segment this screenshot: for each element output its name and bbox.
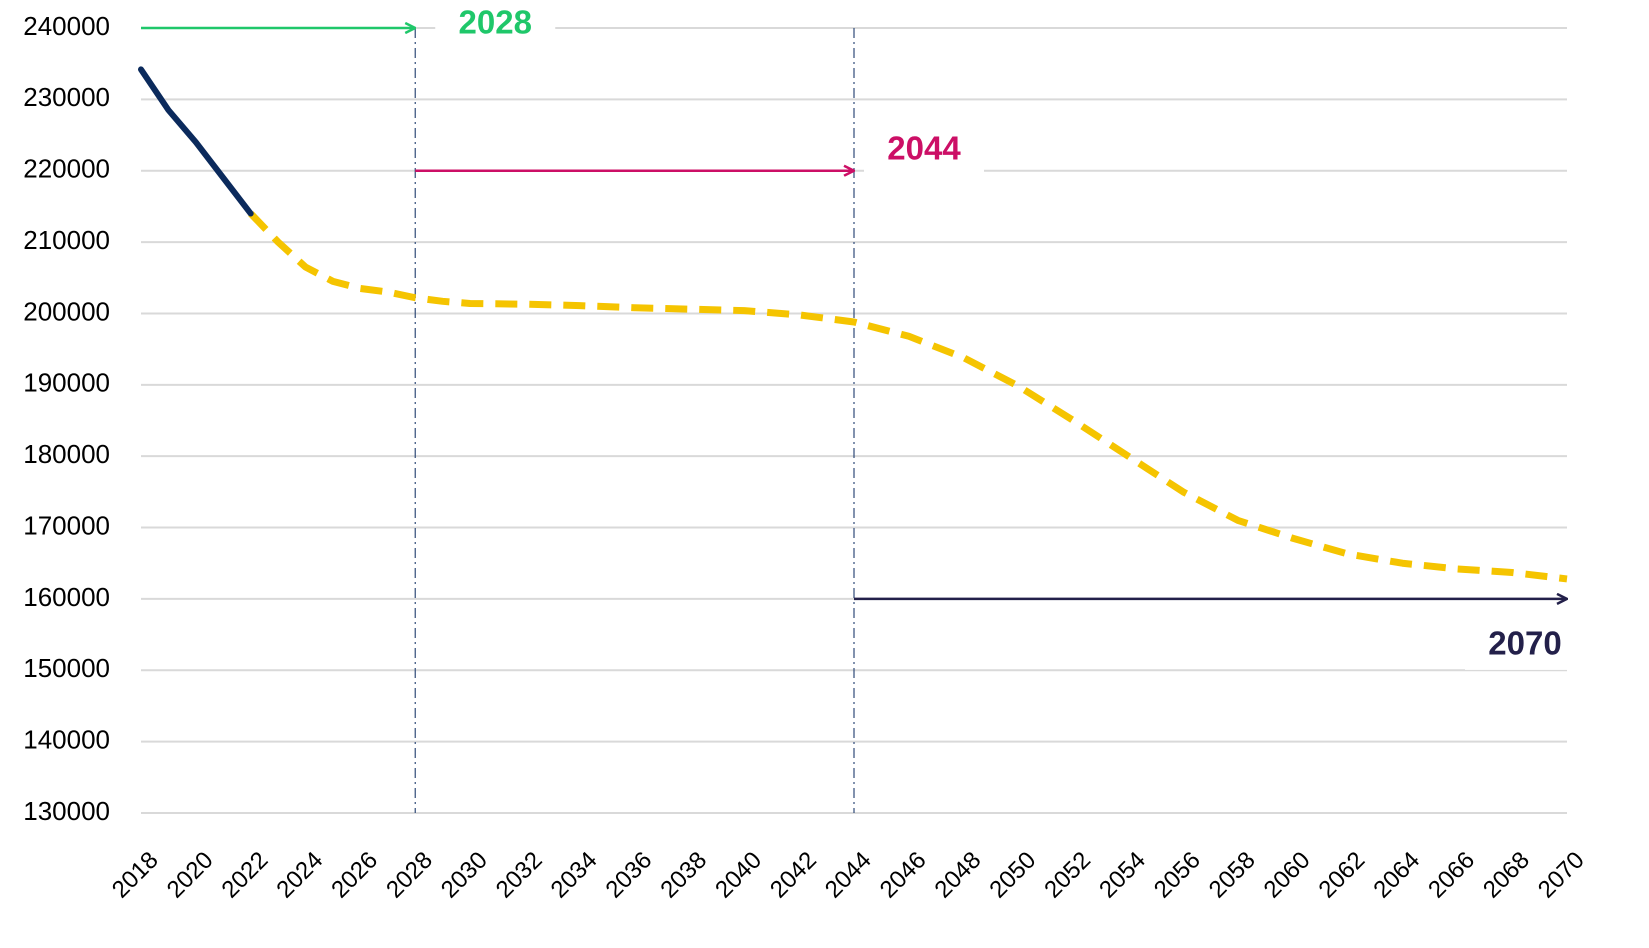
y-tick-label: 200000	[23, 296, 110, 326]
y-tick-label: 150000	[23, 653, 110, 683]
label-background	[435, 1, 556, 49]
annotation-label: 2028	[459, 4, 532, 41]
y-tick-label: 130000	[23, 796, 110, 826]
x-tick-label: 2028	[381, 847, 438, 904]
x-tick-label: 2058	[1204, 847, 1261, 904]
x-tick-label: 2042	[765, 847, 822, 904]
y-tick-label: 190000	[23, 368, 110, 398]
x-tick-label: 2068	[1478, 847, 1535, 904]
x-tick-label: 2020	[162, 847, 219, 904]
x-tick-label: 2030	[436, 847, 493, 904]
x-tick-label: 2022	[217, 847, 274, 904]
label-background	[1465, 621, 1585, 670]
x-tick-label: 2044	[820, 847, 877, 904]
annotation-label: 2070	[1488, 625, 1561, 662]
annotation-label: 2044	[887, 129, 961, 166]
x-tick-label: 2036	[600, 847, 657, 904]
x-tick-label: 2056	[1149, 847, 1206, 904]
x-tick-label: 2048	[930, 847, 987, 904]
x-tick-label: 2032	[491, 847, 548, 904]
x-tick-label: 2018	[107, 847, 164, 904]
y-tick-label: 240000	[23, 11, 110, 41]
data-line	[138, 66, 254, 217]
y-tick-label: 170000	[23, 510, 110, 540]
x-tick-label: 2024	[271, 847, 328, 904]
x-tick-label: 2026	[326, 847, 383, 904]
x-tick-label: 2046	[875, 847, 932, 904]
x-tick-label: 2062	[1313, 847, 1370, 904]
y-tick-label: 180000	[23, 439, 110, 469]
x-tick-label: 2066	[1423, 847, 1480, 904]
x-tick-label: 2070	[1533, 847, 1590, 904]
x-tick-label: 2038	[655, 847, 712, 904]
label-background	[864, 126, 984, 175]
x-tick-label: 2050	[984, 847, 1041, 904]
y-tick-label: 140000	[23, 725, 110, 755]
x-tick-label: 2040	[710, 847, 767, 904]
y-tick-label: 220000	[23, 154, 110, 184]
x-tick-label: 2052	[1039, 847, 1096, 904]
x-tick-label: 2060	[1259, 847, 1316, 904]
x-tick-label: 2034	[546, 847, 603, 904]
y-tick-label: 230000	[23, 82, 110, 112]
y-tick-label: 160000	[23, 582, 110, 612]
x-tick-label: 2064	[1368, 847, 1425, 904]
y-tick-label: 210000	[23, 225, 110, 255]
x-tick-label: 2054	[1094, 847, 1151, 904]
data-line	[248, 211, 1568, 583]
